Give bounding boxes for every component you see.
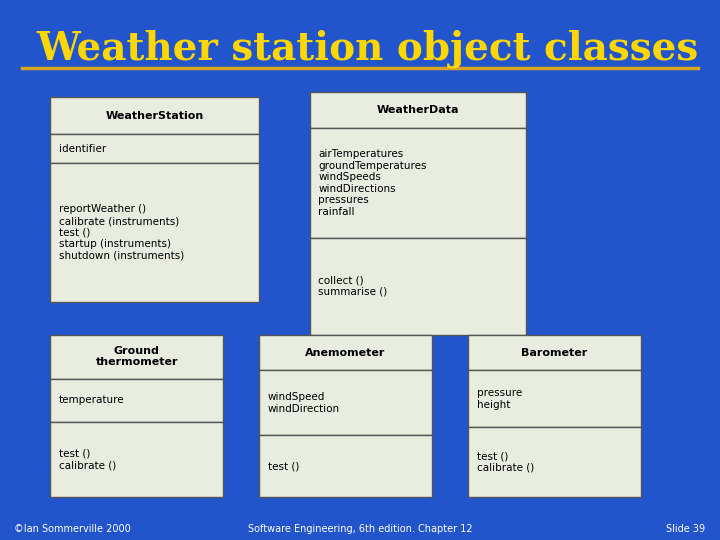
Text: airTemperatures
groundTemperatures
windSpeeds
windDirections
pressures
rainfall: airTemperatures groundTemperatures windS…	[318, 149, 427, 217]
Text: ©Ian Sommerville 2000: ©Ian Sommerville 2000	[14, 523, 131, 534]
Text: test ()
calibrate (): test () calibrate ()	[59, 449, 117, 470]
Bar	[310, 128, 526, 238]
Bar	[50, 134, 259, 163]
Bar	[468, 427, 641, 497]
Bar	[50, 379, 223, 422]
Bar	[310, 238, 526, 335]
Bar	[259, 370, 432, 435]
Bar	[50, 163, 259, 302]
Bar	[50, 335, 223, 379]
Text: Weather station object classes: Weather station object classes	[36, 30, 698, 68]
Text: collect ()
summarise (): collect () summarise ()	[318, 275, 387, 297]
Text: reportWeather ()
calibrate (instruments)
test ()
startup (instruments)
shutdown : reportWeather () calibrate (instruments)…	[59, 205, 184, 261]
Text: Ground
thermometer: Ground thermometer	[96, 346, 178, 367]
Bar	[468, 370, 641, 427]
Bar	[50, 422, 223, 497]
Text: WeatherStation: WeatherStation	[106, 111, 204, 120]
Text: Software Engineering, 6th edition. Chapter 12: Software Engineering, 6th edition. Chapt…	[248, 523, 472, 534]
Bar	[468, 335, 641, 370]
Text: temperature: temperature	[59, 395, 125, 406]
Bar	[310, 92, 526, 128]
Bar	[50, 97, 259, 134]
Text: Anemometer: Anemometer	[305, 348, 386, 357]
Text: Barometer: Barometer	[521, 348, 588, 357]
Text: WeatherData: WeatherData	[377, 105, 459, 115]
Text: pressure
height: pressure height	[477, 388, 522, 409]
Bar	[259, 435, 432, 497]
Text: test (): test ()	[268, 461, 300, 471]
Text: Slide 39: Slide 39	[667, 523, 706, 534]
Text: windSpeed
windDirection: windSpeed windDirection	[268, 392, 340, 414]
Bar	[259, 335, 432, 370]
Text: identifier: identifier	[59, 144, 107, 153]
Text: test ()
calibrate (): test () calibrate ()	[477, 451, 534, 473]
